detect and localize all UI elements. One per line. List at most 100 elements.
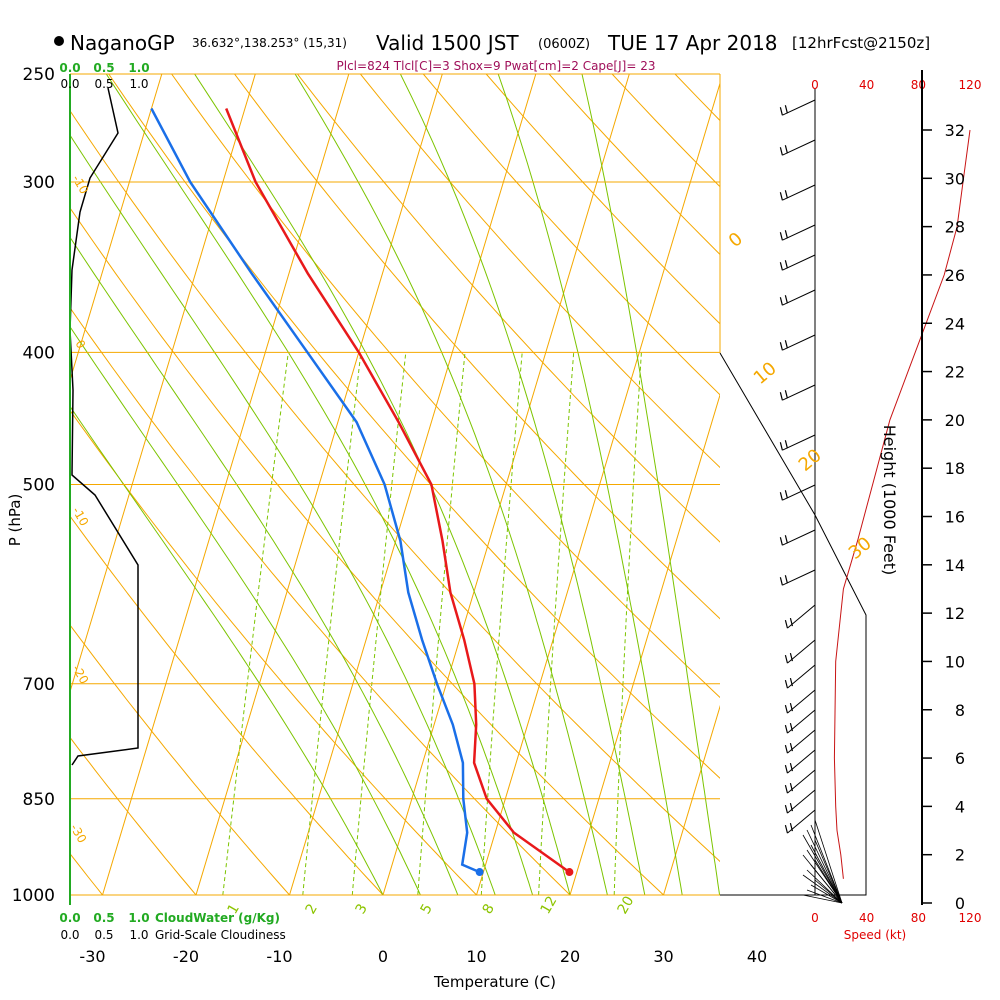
height-tick: 20 [945,411,965,430]
temperature-tick: 40 [747,947,767,966]
wind-barb-feather [784,575,788,584]
dry-adiabat [70,736,197,895]
cloud-water-top-ticks: 0.0 0.5 1.0 0.0 0.5 1.0 [59,61,149,91]
temperature-axis-label: Temperature (C) [433,973,556,991]
mixing-ratio-label: 12 [538,894,561,917]
height-tick: 6 [955,749,965,768]
cloud-water-profile [70,87,139,766]
pressure-tick: 250 [23,65,55,85]
dry-adiabat-label: 30 [845,533,876,564]
wind-barb-feather [784,704,789,714]
wind-barbs [779,99,843,904]
dry-adiabat [108,74,720,779]
temperature-line [225,108,571,874]
wind-barb-feather [789,652,794,662]
dry-adiabat-label: 0 [725,228,747,251]
wind-barb-feather [789,782,794,792]
forecast-info: [12hrFcst@2150z] [792,34,930,52]
dry-adiabat [359,74,720,469]
wind-barb-feather [789,722,794,732]
pressure-axis-label: P (hPa) [6,494,24,547]
speed-tick-bottom: 80 [911,911,926,925]
cloudiness-tick: 1.0 [129,77,148,91]
dry-adiabat-lines [70,50,1000,924]
cloud-water-tick: 1.0 [128,911,149,925]
dry-adiabat [70,624,291,895]
wind-barb-feather [784,340,788,349]
wind-barb-feather [784,784,789,794]
wind-barb-feather [779,297,783,306]
wind-barb-feather [789,802,794,812]
pressure-tick: 850 [23,790,55,810]
wind-barb-feather [784,804,789,814]
moist-adiabat [105,74,534,895]
cloudiness-tick: 1.0 [129,928,148,942]
wind-barb-feather [784,744,789,754]
cloud-water-label: CloudWater (g/Kg) [155,911,280,925]
cloudiness-tick: 0.0 [60,928,79,942]
low-level-barb [806,889,843,904]
wind-barb-feather [784,230,788,239]
dry-adiabat [839,50,1000,924]
mixing-ratio-line [538,352,575,895]
height-tick: 16 [945,508,965,527]
wind-barb-feather [784,679,789,689]
mixing-ratio-line [417,352,466,895]
moist-adiabat [581,74,720,895]
cloud-water-tick: 0.5 [93,911,114,925]
isotherm-line [944,74,1000,895]
speed-tick-top: 40 [859,78,874,92]
dry-adiabat [611,74,720,188]
height-tick: 8 [955,701,965,720]
isotherm-line [70,74,163,382]
low-level-barb [810,884,843,904]
wind-barb-feather [789,677,794,687]
cloud-water-tick: 1.0 [128,61,149,75]
wind-barb-feather [784,295,788,304]
cloudiness-tick: 0.0 [60,77,79,91]
mixing-ratio-label: 8 [480,901,498,917]
speed-label: Speed (kt) [844,928,906,942]
isobar-lines [70,74,720,895]
height-tick: 32 [945,121,965,140]
pressure-ticks: 250 300 400 500 700 850 1000 [12,65,55,906]
dry-adiabat [296,74,720,543]
wind-barb-feather [784,490,788,499]
temperature-tick: 10 [466,947,486,966]
cloudiness-tick: 0.5 [94,928,113,942]
stability-indices: Plcl=824 Tlcl[C]=3 Shox=9 Pwat[cm]=2 Cap… [337,59,656,73]
mixing-ratio-label: 5 [418,901,436,917]
moist-adiabat [70,405,384,895]
cloud-water-tick: 0.0 [59,61,80,75]
cloudiness-label: Grid-Scale Cloudiness [155,928,286,942]
pressure-tick: 400 [23,343,55,363]
low-level-barb [810,844,843,904]
valid-utc: (0600Z) [538,37,590,52]
mixing-ratio-label: 2 [303,901,321,917]
wind-barb-feather [784,724,789,734]
wind-barb-feather [779,147,783,156]
wind-barb-feather [779,392,783,401]
pressure-tick: 500 [23,476,55,496]
wind-barb-feather [784,764,789,774]
temperature-tick: 20 [560,947,580,966]
temperature-tick: -30 [79,947,105,966]
wind-barb-feather [789,822,794,832]
pressure-tick: 1000 [12,886,55,906]
low-level-barb [814,879,843,904]
low-level-barb [814,819,843,904]
isotherm-line [663,704,720,895]
wind-barb-feather [789,617,794,627]
wind-barb-feather [789,702,794,712]
wind-barb-feather [779,262,783,271]
wind-barb-feather [779,342,783,351]
pressure-tick: 700 [23,675,55,695]
wind-barb-feather [784,535,788,544]
speed-tick-top: 80 [911,78,926,92]
plot-area [70,50,1000,924]
height-tick: 24 [945,314,965,333]
speed-tick-top: 120 [959,78,982,92]
height-tick: 22 [945,363,965,382]
